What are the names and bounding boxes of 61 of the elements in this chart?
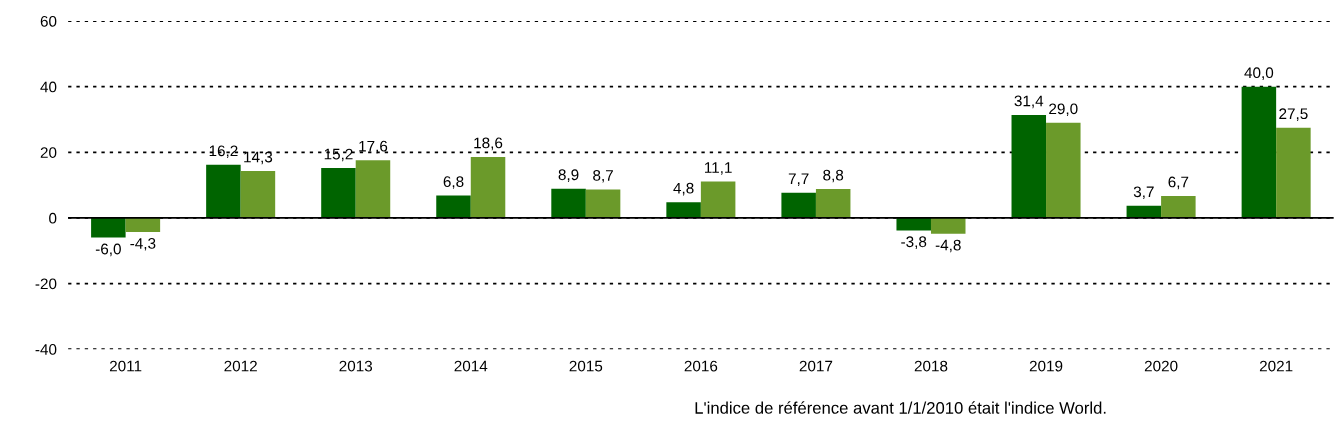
y-tick-label: 0 [49,212,57,224]
bar [240,171,276,218]
data-label: 8,7 [593,169,613,183]
x-tick-label: 2015 [569,360,603,372]
data-label: 6,8 [443,176,464,189]
x-tick-label: 2019 [1029,360,1063,372]
bar [896,217,931,231]
data-label: -3,8 [901,236,927,249]
bar [815,189,851,218]
bar [436,195,471,218]
bar [1241,86,1277,218]
y-tick-label: 40 [40,81,57,93]
bar [781,192,816,218]
bar [355,160,391,218]
x-tick-label: 2013 [339,360,373,372]
data-label: -4,3 [130,237,156,251]
bar [1011,114,1047,218]
x-tick-label: 2018 [914,360,948,372]
bar [91,217,126,238]
bar [930,217,966,234]
data-label: 40,0 [1244,67,1274,80]
x-tick-label: 2014 [454,360,488,372]
bar [1046,122,1081,218]
data-label: 8,8 [823,169,844,183]
data-label: -4,8 [935,239,961,253]
bar [700,181,736,218]
bar [206,164,241,218]
data-label: 27,5 [1279,108,1308,121]
text: L'indice de référence avant 1/1/2010 était l'indice World. [695,401,1106,414]
data-label: -6,0 [95,243,121,257]
data-label: 4,8 [673,182,694,196]
bar [1276,127,1311,218]
data-label: 6,7 [1168,176,1189,190]
y-tick-label: 60 [40,15,57,27]
data-label: 14,3 [244,151,273,165]
data-label: 31,4 [1014,95,1044,109]
bar [551,188,586,218]
data-label: 3,7 [1133,186,1154,200]
x-tick-label: 2011 [109,360,142,372]
data-label: 16,2 [209,145,238,158]
x-tick-label: 2017 [799,360,833,372]
data-label: 7,7 [788,173,809,186]
data-label: 18,6 [474,137,503,151]
bar [666,202,701,218]
bar [1161,195,1196,218]
data-label: 11,1 [705,162,732,175]
bar [321,168,356,218]
data-label: 29,0 [1049,103,1078,117]
y-tick-label: -40 [35,344,57,355]
bar [125,217,161,233]
bar [585,189,621,218]
data-label: 15,2 [324,148,353,162]
y-tick-label: -20 [35,278,57,290]
bar [470,156,506,218]
x-tick-label: 2020 [1144,360,1178,372]
data-label: 8,9 [558,169,579,182]
x-tick-label: 2021 [1259,360,1293,372]
x-tick-label: 2012 [224,360,257,372]
data-label: 17,6 [359,140,388,154]
x-tick-label: 2016 [684,360,718,372]
y-tick-label: 20 [40,147,57,158]
